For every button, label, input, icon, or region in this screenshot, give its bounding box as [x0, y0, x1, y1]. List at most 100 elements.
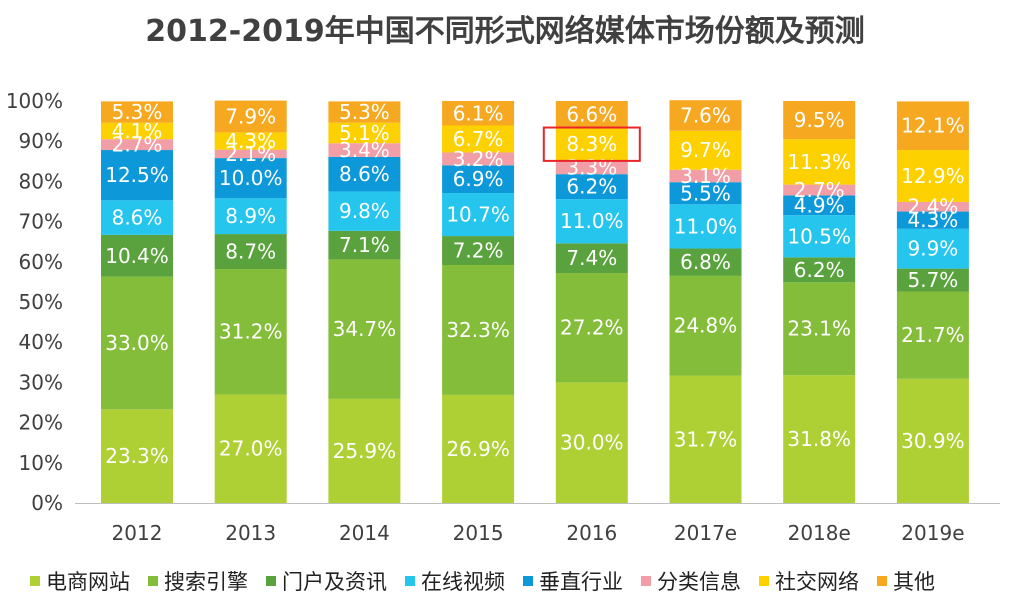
- data-label: 7.6%: [680, 103, 731, 127]
- data-label: 11.3%: [787, 150, 851, 174]
- data-label: 4.1%: [112, 119, 163, 143]
- bar-segment: [783, 375, 856, 503]
- bar-segment: [101, 234, 173, 277]
- bar-segment: [669, 275, 742, 376]
- data-label: 27.2%: [560, 316, 624, 340]
- data-label: 9.5%: [794, 108, 845, 132]
- data-label: 3.2%: [453, 147, 504, 171]
- bar-segment: [214, 132, 287, 150]
- data-label: 7.9%: [225, 104, 276, 128]
- y-tick-label: 70%: [19, 210, 63, 234]
- bar-segment: [442, 152, 515, 166]
- y-tick-label: 0%: [31, 491, 63, 515]
- legend-swatch: [641, 576, 651, 586]
- legend-item: 在线视频: [405, 566, 505, 596]
- bar-segment: [442, 101, 515, 126]
- bar-segment: [669, 182, 742, 205]
- legend-label: 在线视频: [421, 570, 505, 594]
- data-label: 12.5%: [105, 163, 169, 187]
- bar-segment: [783, 215, 856, 258]
- bar-segment: [328, 101, 401, 123]
- bar-segment: [555, 174, 628, 200]
- y-tick-label: 80%: [19, 169, 63, 193]
- data-label: 10.4%: [105, 244, 169, 268]
- bar-segment: [328, 259, 401, 399]
- bar-segment: [214, 198, 287, 235]
- bar-segment: [442, 265, 515, 395]
- bar-segment: [555, 382, 628, 503]
- bar-segment: [669, 248, 742, 276]
- bar-segment: [101, 139, 173, 151]
- bar-segment: [328, 122, 401, 144]
- data-label: 10.7%: [446, 203, 510, 227]
- y-tick-label: 30%: [19, 370, 63, 394]
- data-label: 23.1%: [787, 317, 851, 341]
- data-label: 6.2%: [566, 175, 617, 199]
- legend: 电商网站 搜索引擎 门户及资讯 在线视频 垂直行业 分类信息 社交网络 其他: [30, 566, 1005, 596]
- bar-segment: [783, 257, 856, 283]
- data-label: 31.8%: [787, 427, 851, 451]
- bar-segment: [555, 127, 628, 161]
- legend-item: 门户及资讯: [266, 566, 387, 596]
- bar-segment: [896, 291, 969, 379]
- bar-segment: [669, 204, 742, 249]
- bar-segment: [442, 125, 515, 153]
- bar-segment: [214, 394, 287, 503]
- bar-segment: [101, 122, 173, 140]
- bar-segment: [328, 156, 401, 192]
- bar-segment: [783, 195, 856, 216]
- bar-segment: [214, 269, 287, 395]
- y-tick-label: 10%: [19, 451, 63, 475]
- data-label: 12.9%: [901, 164, 965, 188]
- legend-swatch: [30, 576, 40, 586]
- data-label: 7.2%: [453, 239, 504, 263]
- x-tick-label: 2012: [112, 521, 163, 545]
- data-label: 25.9%: [333, 439, 397, 463]
- bar-segment: [101, 409, 173, 503]
- legend-swatch: [759, 576, 769, 586]
- data-label: 5.7%: [907, 268, 958, 292]
- data-label: 27.0%: [219, 437, 283, 461]
- data-label: 6.6%: [566, 102, 617, 126]
- bar-segment: [555, 199, 628, 244]
- bar-segment: [783, 184, 856, 196]
- legend-label: 搜索引擎: [164, 570, 248, 594]
- data-label: 6.8%: [680, 250, 731, 274]
- bar-segment: [101, 101, 173, 123]
- data-label: 5.3%: [339, 100, 390, 124]
- bar-segment: [896, 150, 969, 202]
- data-label: 23.3%: [105, 444, 169, 468]
- data-label: 30.0%: [560, 431, 624, 455]
- bar-segment: [328, 143, 401, 157]
- data-label: 3.1%: [680, 164, 731, 188]
- legend-swatch: [148, 576, 158, 586]
- legend-swatch: [523, 576, 533, 586]
- data-label: 8.6%: [112, 206, 163, 230]
- data-label: 6.1%: [453, 101, 504, 125]
- highlight: [542, 126, 641, 162]
- data-label: 6.7%: [453, 127, 504, 151]
- data-label: 3.4%: [339, 138, 390, 162]
- data-label: 9.7%: [680, 138, 731, 162]
- legend-item: 其他: [877, 566, 935, 596]
- legend-swatch: [405, 576, 415, 586]
- bar-segment: [101, 200, 173, 235]
- legend-label: 分类信息: [657, 570, 741, 594]
- x-tick-label: 2017e: [674, 521, 737, 545]
- data-label: 5.5%: [680, 181, 731, 205]
- bar-segment: [896, 101, 969, 151]
- data-label: 4.9%: [794, 193, 845, 217]
- legend-item: 社交网络: [759, 566, 859, 596]
- bar-segment: [669, 169, 742, 183]
- data-label: 32.3%: [446, 318, 510, 342]
- x-tick-label: 2018e: [788, 521, 851, 545]
- legend-label: 其他: [893, 570, 935, 594]
- x-axis: 2012 2013 2014 2015 2016 2017e 2018e 2019e: [75, 503, 1000, 545]
- x-tick-label: 2016: [566, 521, 617, 545]
- data-label: 4.3%: [225, 129, 276, 153]
- data-label: 24.8%: [674, 314, 738, 338]
- data-label: 34.7%: [333, 317, 397, 341]
- bar-segment: [669, 100, 742, 131]
- data-label: 3.3%: [566, 156, 617, 180]
